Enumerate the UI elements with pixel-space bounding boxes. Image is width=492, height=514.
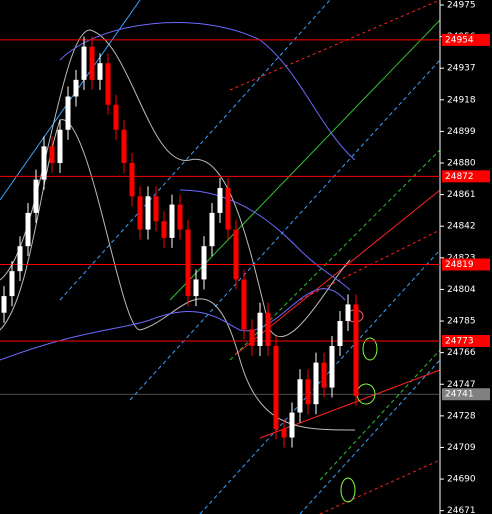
candle-body (169, 204, 175, 238)
candle-body (217, 187, 223, 213)
y-tick-label: 24937 (447, 64, 476, 74)
y-tick-label: 24690 (447, 475, 476, 485)
trend-line (299, 359, 441, 514)
level-label: 24773 (445, 337, 474, 347)
y-tick-label: 24975 (447, 0, 476, 10)
y-tick-label: 24766 (447, 348, 476, 358)
candle-body (249, 329, 255, 346)
candle-body (81, 46, 87, 80)
candle-body (9, 271, 15, 297)
current-label: 24741 (445, 390, 474, 400)
level-label: 24819 (445, 260, 474, 270)
channel-line (319, 459, 441, 514)
level-tag (442, 33, 490, 46)
level-label: 24954 (445, 35, 474, 45)
candle-body (193, 279, 199, 297)
channel-line (299, 229, 441, 301)
trend-line (319, 349, 441, 481)
candle-body (209, 212, 215, 247)
level-tag (442, 335, 490, 348)
candle-body (329, 345, 335, 388)
trend-line (199, 249, 441, 514)
candle-body (121, 129, 127, 164)
y-tick-label: 24671 (447, 506, 476, 514)
candle-body (33, 179, 39, 213)
candle-body (57, 129, 63, 164)
candle-body (353, 304, 359, 396)
ma-line (0, 288, 346, 361)
candle-body (73, 79, 79, 97)
trend-line (229, 149, 441, 361)
y-tick-label: 24747 (447, 380, 476, 390)
candle-body (17, 246, 23, 272)
candle-body (305, 379, 311, 405)
circle-mark (362, 337, 378, 361)
candle-body (153, 196, 159, 222)
candle-body (321, 362, 327, 388)
candle-body (1, 296, 7, 313)
candle-body (137, 196, 143, 230)
candle-body (65, 96, 71, 130)
candle-body (241, 279, 247, 330)
candle-body (337, 321, 343, 346)
candle-body (145, 196, 151, 230)
y-tick-label: 24785 (447, 317, 476, 327)
y-tick-label: 24709 (447, 443, 476, 453)
channel-line (259, 369, 441, 439)
candle-body (161, 221, 167, 238)
candle-body (225, 187, 231, 230)
candle-body (289, 412, 295, 438)
candle-body (265, 312, 271, 346)
y-tick-label: 24823 (447, 253, 476, 263)
candle-body (345, 304, 351, 322)
y-tick-label: 24842 (447, 222, 476, 232)
candle-body (49, 146, 55, 164)
candle-body (25, 212, 31, 247)
candle-body (129, 163, 135, 197)
candle-body (281, 429, 287, 438)
circle-mark (340, 477, 356, 503)
y-tick-label: 24728 (447, 411, 476, 421)
trend-line (129, 59, 441, 401)
candle-body (297, 379, 303, 413)
level-tag (442, 170, 490, 183)
candle-body (105, 63, 111, 105)
candle-body (41, 146, 47, 180)
y-tick-label: 24880 (447, 159, 476, 169)
y-tick-label: 24918 (447, 95, 476, 105)
candle-body (89, 46, 95, 80)
level-label: 24872 (445, 172, 474, 182)
candle-body (273, 345, 279, 430)
candle-body (257, 312, 263, 346)
y-tick-label: 24804 (447, 285, 476, 295)
band-line (0, 29, 351, 338)
candle-body (313, 362, 319, 405)
trend-line (59, 0, 331, 301)
candle-body (97, 63, 103, 80)
candle-body (201, 246, 207, 280)
trend-line (169, 19, 441, 301)
candle-body (113, 104, 119, 130)
candle-body (233, 229, 239, 280)
ma-line (59, 22, 356, 161)
y-tick-label: 24861 (447, 190, 476, 200)
decorations (0, 0, 441, 514)
y-tick-label: 24899 (447, 127, 476, 137)
level-tag (442, 258, 490, 271)
candle-body (177, 204, 183, 230)
current-tag (442, 388, 490, 401)
band-line (0, 119, 356, 431)
candle-body (185, 229, 191, 297)
channel-line (229, 0, 441, 91)
